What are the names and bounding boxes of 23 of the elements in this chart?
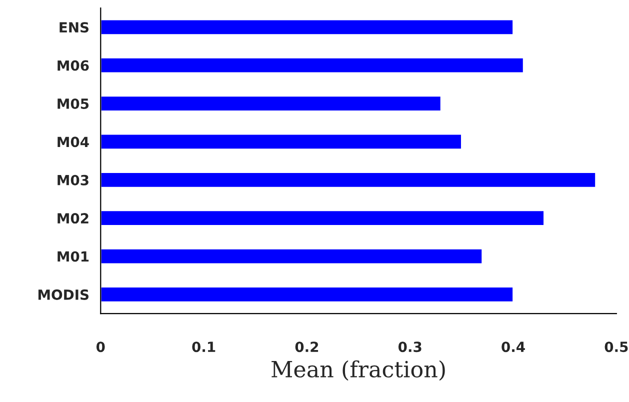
- x-tick-label: 0.2: [295, 342, 318, 352]
- bar: [100, 56, 524, 74]
- x-tick-label: 0: [96, 342, 105, 352]
- bar: [100, 18, 514, 36]
- x-tick-label: 0.3: [398, 342, 422, 352]
- bar: [100, 286, 514, 303]
- y-tick-label: M01: [58, 251, 89, 262]
- bar: [100, 172, 596, 188]
- y-tick-label: ENS: [60, 22, 89, 33]
- x-axis-title: Mean (fraction): [272, 360, 445, 381]
- y-tick-label: M05: [58, 98, 89, 109]
- y-tick-label: M06: [58, 60, 89, 71]
- bar: [100, 210, 545, 226]
- bar: [100, 95, 442, 112]
- bar: [100, 248, 484, 265]
- x-tick-label: 0.4: [502, 342, 525, 352]
- y-tick-label: MODIS: [38, 289, 89, 300]
- y-tick-label: M02: [58, 213, 88, 224]
- x-tick-label: 0.5: [604, 342, 628, 352]
- bar: [100, 133, 462, 150]
- y-tick-label: M04: [58, 136, 89, 148]
- x-tick-label: 0.1: [192, 342, 216, 352]
- y-tick-label: M03: [58, 174, 88, 186]
